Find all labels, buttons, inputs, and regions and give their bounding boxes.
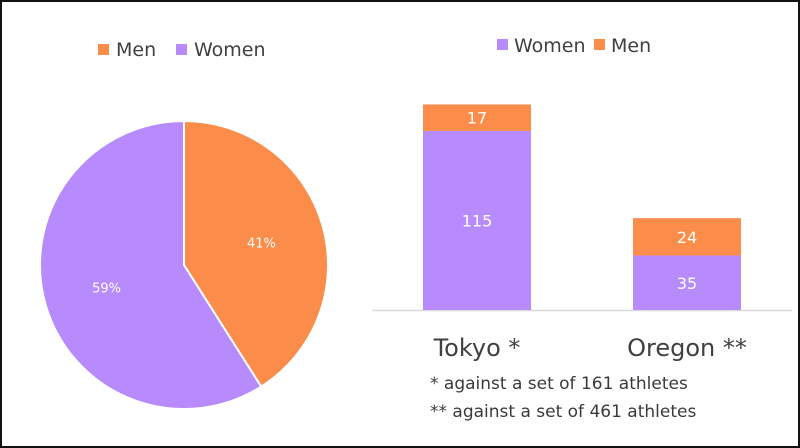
bar-value-label-men-0: 17 bbox=[467, 109, 487, 128]
bar-value-label-men-1: 24 bbox=[677, 228, 697, 247]
bar-legend-swatch-men bbox=[594, 39, 605, 50]
bar-women-0 bbox=[423, 130, 531, 310]
pie-slice-women bbox=[39, 119, 263, 410]
bar-value-label-women-0: 115 bbox=[462, 212, 493, 231]
pie-legend-swatch-men bbox=[98, 44, 109, 55]
bar-women-1 bbox=[633, 255, 741, 310]
bar-legend-label-men: Men bbox=[611, 35, 651, 57]
pie-slice-label-women: 59% bbox=[92, 282, 121, 297]
x-tick-label-0: Tokyo * bbox=[433, 334, 521, 362]
pie-slice-label-men: 41% bbox=[247, 237, 276, 252]
bar-men-1 bbox=[633, 218, 741, 256]
footnote-1: * against a set of 161 athletes bbox=[430, 374, 688, 394]
bar-legend-swatch-women bbox=[497, 39, 508, 50]
bar-legend-label-women: Women bbox=[514, 35, 586, 57]
bar-value-label-women-1: 35 bbox=[677, 274, 697, 293]
pie-legend-label-men: Men bbox=[116, 39, 156, 61]
footnote-2: ** against a set of 461 athletes bbox=[430, 402, 697, 422]
bar-men-0 bbox=[423, 104, 531, 131]
x-tick-label-1: Oregon ** bbox=[627, 334, 747, 362]
pie-legend-label-women: Women bbox=[194, 39, 266, 61]
pie-legend-swatch-women bbox=[176, 44, 187, 55]
